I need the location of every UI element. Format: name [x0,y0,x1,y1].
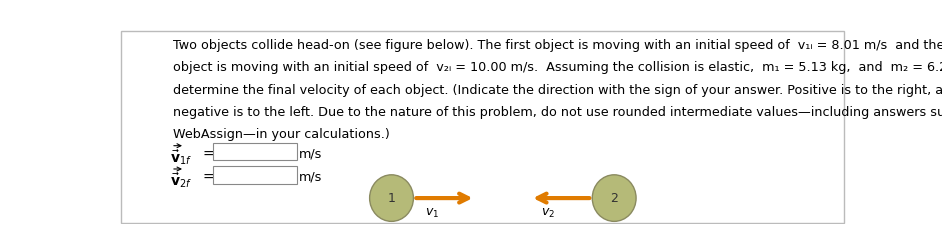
Text: $\mathit{v}_1$: $\mathit{v}_1$ [425,207,439,220]
Text: determine the final velocity of each object. (Indicate the direction with the si: determine the final velocity of each obj… [172,84,942,97]
FancyBboxPatch shape [213,166,297,183]
FancyBboxPatch shape [213,143,297,160]
Text: $\mathit{v}_2$: $\mathit{v}_2$ [542,207,556,220]
Text: negative is to the left. Due to the nature of this problem, do not use rounded i: negative is to the left. Due to the natu… [172,106,942,119]
Text: WebAssign—in your calculations.): WebAssign—in your calculations.) [172,128,389,141]
Text: $\mathbf{\vec{v}}_{1f}$: $\mathbf{\vec{v}}_{1f}$ [170,148,191,167]
Text: 2: 2 [610,192,618,205]
Text: m/s: m/s [299,148,322,161]
Text: m/s: m/s [299,171,322,184]
Text: =: = [203,171,214,185]
Text: Two objects collide head-on (see figure below). The first object is moving with : Two objects collide head-on (see figure … [172,39,942,52]
Text: object is moving with an initial speed of  v₂ᵢ = 10.00 m/s.  Assuming the collis: object is moving with an initial speed o… [172,61,942,74]
Text: $\mathbf{\vec{v}}_{2f}$: $\mathbf{\vec{v}}_{2f}$ [170,171,191,190]
Text: =: = [203,148,214,162]
Ellipse shape [593,175,636,221]
Ellipse shape [369,175,414,221]
Text: 1: 1 [387,192,396,205]
FancyBboxPatch shape [122,31,844,223]
